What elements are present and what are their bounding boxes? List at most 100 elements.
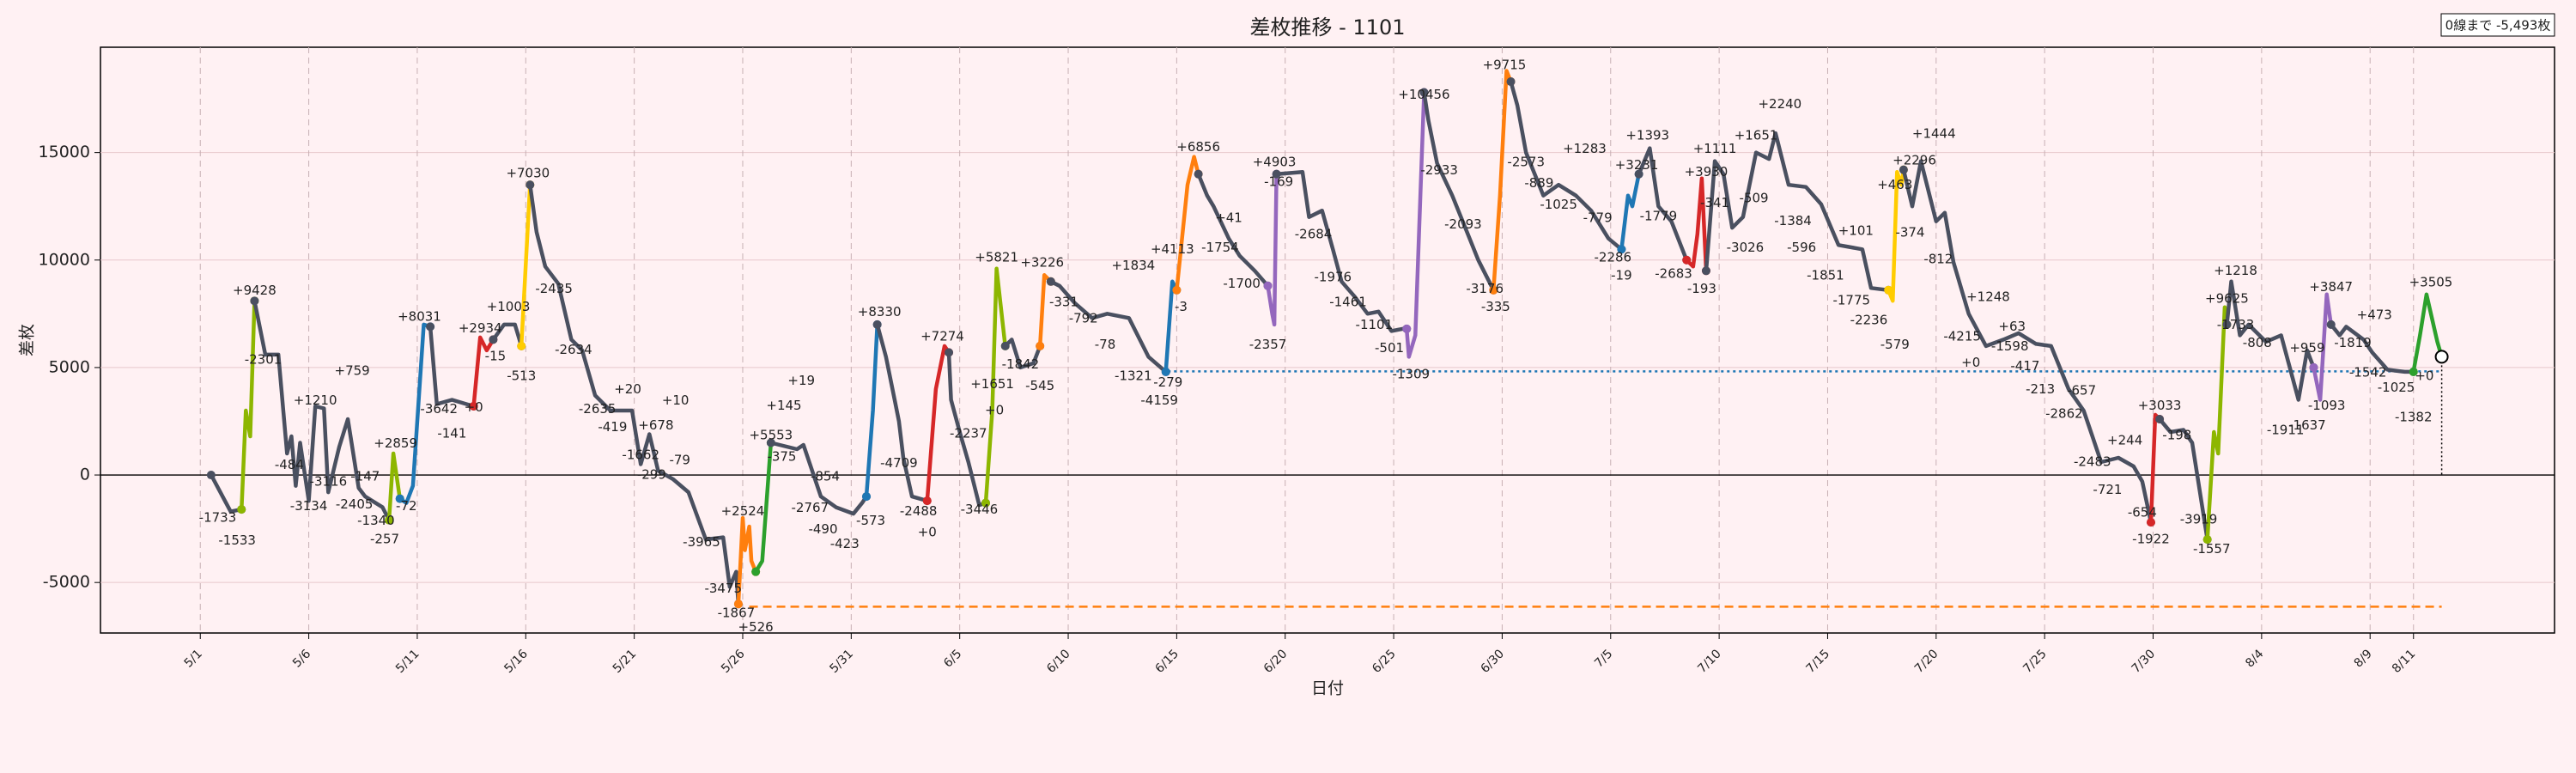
point bbox=[237, 505, 246, 514]
point bbox=[1000, 341, 1010, 350]
annotation: -579 bbox=[1880, 337, 1910, 352]
line-segment bbox=[1276, 169, 1407, 333]
annotation: +1210 bbox=[294, 393, 337, 408]
annotation: -3475 bbox=[704, 581, 742, 596]
line-segment bbox=[2205, 305, 2229, 540]
line-segment bbox=[398, 322, 431, 505]
line-segment bbox=[240, 301, 257, 510]
annotation: -169 bbox=[1264, 173, 1293, 189]
annotation: -2635 bbox=[579, 401, 617, 417]
point bbox=[733, 600, 743, 609]
annotation: -812 bbox=[1923, 252, 1953, 267]
annotation: +1248 bbox=[1966, 289, 2010, 305]
annotation: +4113 bbox=[1151, 241, 1194, 257]
annotation: -419 bbox=[598, 419, 627, 435]
annotation: -1842 bbox=[1002, 356, 1040, 372]
point bbox=[1194, 169, 1203, 179]
annotation: -15 bbox=[485, 348, 507, 363]
line-segment bbox=[519, 185, 532, 347]
annotation: +463 bbox=[1877, 177, 1912, 192]
annotation: -341 bbox=[1700, 195, 1729, 210]
line-segment bbox=[2158, 417, 2209, 540]
point bbox=[1172, 285, 1182, 295]
annotation: +1003 bbox=[487, 299, 531, 314]
point bbox=[385, 515, 394, 525]
annotation: -2236 bbox=[1850, 312, 1888, 327]
line-segment bbox=[2312, 292, 2333, 402]
annotation: -1321 bbox=[1115, 368, 1152, 383]
annotation: +6856 bbox=[1176, 139, 1220, 155]
point bbox=[1036, 341, 1045, 350]
annotation: -1867 bbox=[718, 605, 756, 620]
y-tick-label: 5000 bbox=[49, 357, 90, 376]
annotation: -1461 bbox=[1329, 294, 1367, 309]
annotation: +2934 bbox=[459, 320, 502, 336]
annotation: +63 bbox=[1998, 319, 2026, 334]
point bbox=[1402, 324, 1412, 333]
annotation: -1733 bbox=[2217, 317, 2255, 332]
annotation: -3642 bbox=[420, 401, 458, 417]
annotation: -1662 bbox=[622, 447, 659, 463]
annotation: -72 bbox=[396, 498, 417, 514]
line-segment bbox=[1509, 81, 1623, 252]
annotation: -573 bbox=[856, 513, 885, 528]
point bbox=[1701, 266, 1710, 276]
line-segment bbox=[1492, 69, 1513, 290]
annotation: -1101 bbox=[1356, 317, 1394, 332]
line-segment bbox=[1619, 173, 1641, 250]
annotation: +2296 bbox=[1893, 152, 1936, 167]
annotation: +1393 bbox=[1625, 128, 1669, 143]
annotation: +473 bbox=[2357, 307, 2392, 323]
line-segment bbox=[471, 335, 495, 407]
point bbox=[517, 341, 526, 350]
annotation: -1025 bbox=[1540, 197, 1577, 212]
line-segment bbox=[946, 352, 987, 508]
annotation: +0 bbox=[465, 399, 483, 415]
annotation: -335 bbox=[1481, 299, 1510, 314]
line-segment bbox=[864, 324, 879, 497]
point bbox=[1682, 255, 1692, 265]
point bbox=[922, 496, 932, 506]
annotation: -2767 bbox=[792, 500, 829, 515]
annotation: +9428 bbox=[233, 283, 276, 298]
annotation: -3965 bbox=[683, 534, 720, 550]
annotation: -1775 bbox=[1832, 292, 1870, 307]
annotation: -2683 bbox=[1655, 266, 1692, 282]
annotation: -808 bbox=[2243, 335, 2272, 350]
point bbox=[1489, 285, 1498, 295]
line-segment bbox=[1175, 155, 1200, 291]
annotation: -2405 bbox=[336, 496, 374, 512]
annotation: -854 bbox=[811, 469, 840, 484]
y-tick-label: -5000 bbox=[43, 573, 90, 592]
annotation: -2573 bbox=[1507, 154, 1545, 169]
annotation: -4709 bbox=[880, 455, 918, 471]
annotation: -1911 bbox=[2267, 423, 2305, 438]
annotation: -1700 bbox=[1223, 276, 1261, 291]
annotation: -1598 bbox=[1991, 338, 2029, 354]
annotation: +9625 bbox=[2205, 290, 2249, 306]
annotation: -213 bbox=[2026, 381, 2055, 397]
annotation: +3505 bbox=[2409, 274, 2453, 289]
annotation: +0 bbox=[985, 403, 1004, 418]
line-segment bbox=[875, 324, 928, 503]
point bbox=[489, 335, 498, 344]
point bbox=[2146, 518, 2155, 527]
point bbox=[2155, 414, 2165, 423]
annotation: -484 bbox=[275, 457, 304, 472]
y-axis-label: 差枚 bbox=[18, 324, 37, 356]
annotation: -2862 bbox=[2045, 406, 2083, 422]
annotation: +7274 bbox=[920, 329, 964, 344]
annotation: -513 bbox=[507, 368, 536, 383]
annotation: -1025 bbox=[2378, 380, 2415, 395]
annotation: -4215 bbox=[1943, 329, 1981, 344]
annotation: -331 bbox=[1049, 294, 1078, 309]
annotation: -792 bbox=[1069, 310, 1098, 326]
annotation: -375 bbox=[767, 449, 796, 465]
point bbox=[1161, 367, 1170, 376]
annotation: +41 bbox=[1215, 210, 1242, 225]
annotation: -279 bbox=[1153, 374, 1182, 390]
annotation: -1533 bbox=[218, 533, 256, 548]
point bbox=[395, 494, 404, 503]
line-segment bbox=[2329, 323, 2414, 374]
